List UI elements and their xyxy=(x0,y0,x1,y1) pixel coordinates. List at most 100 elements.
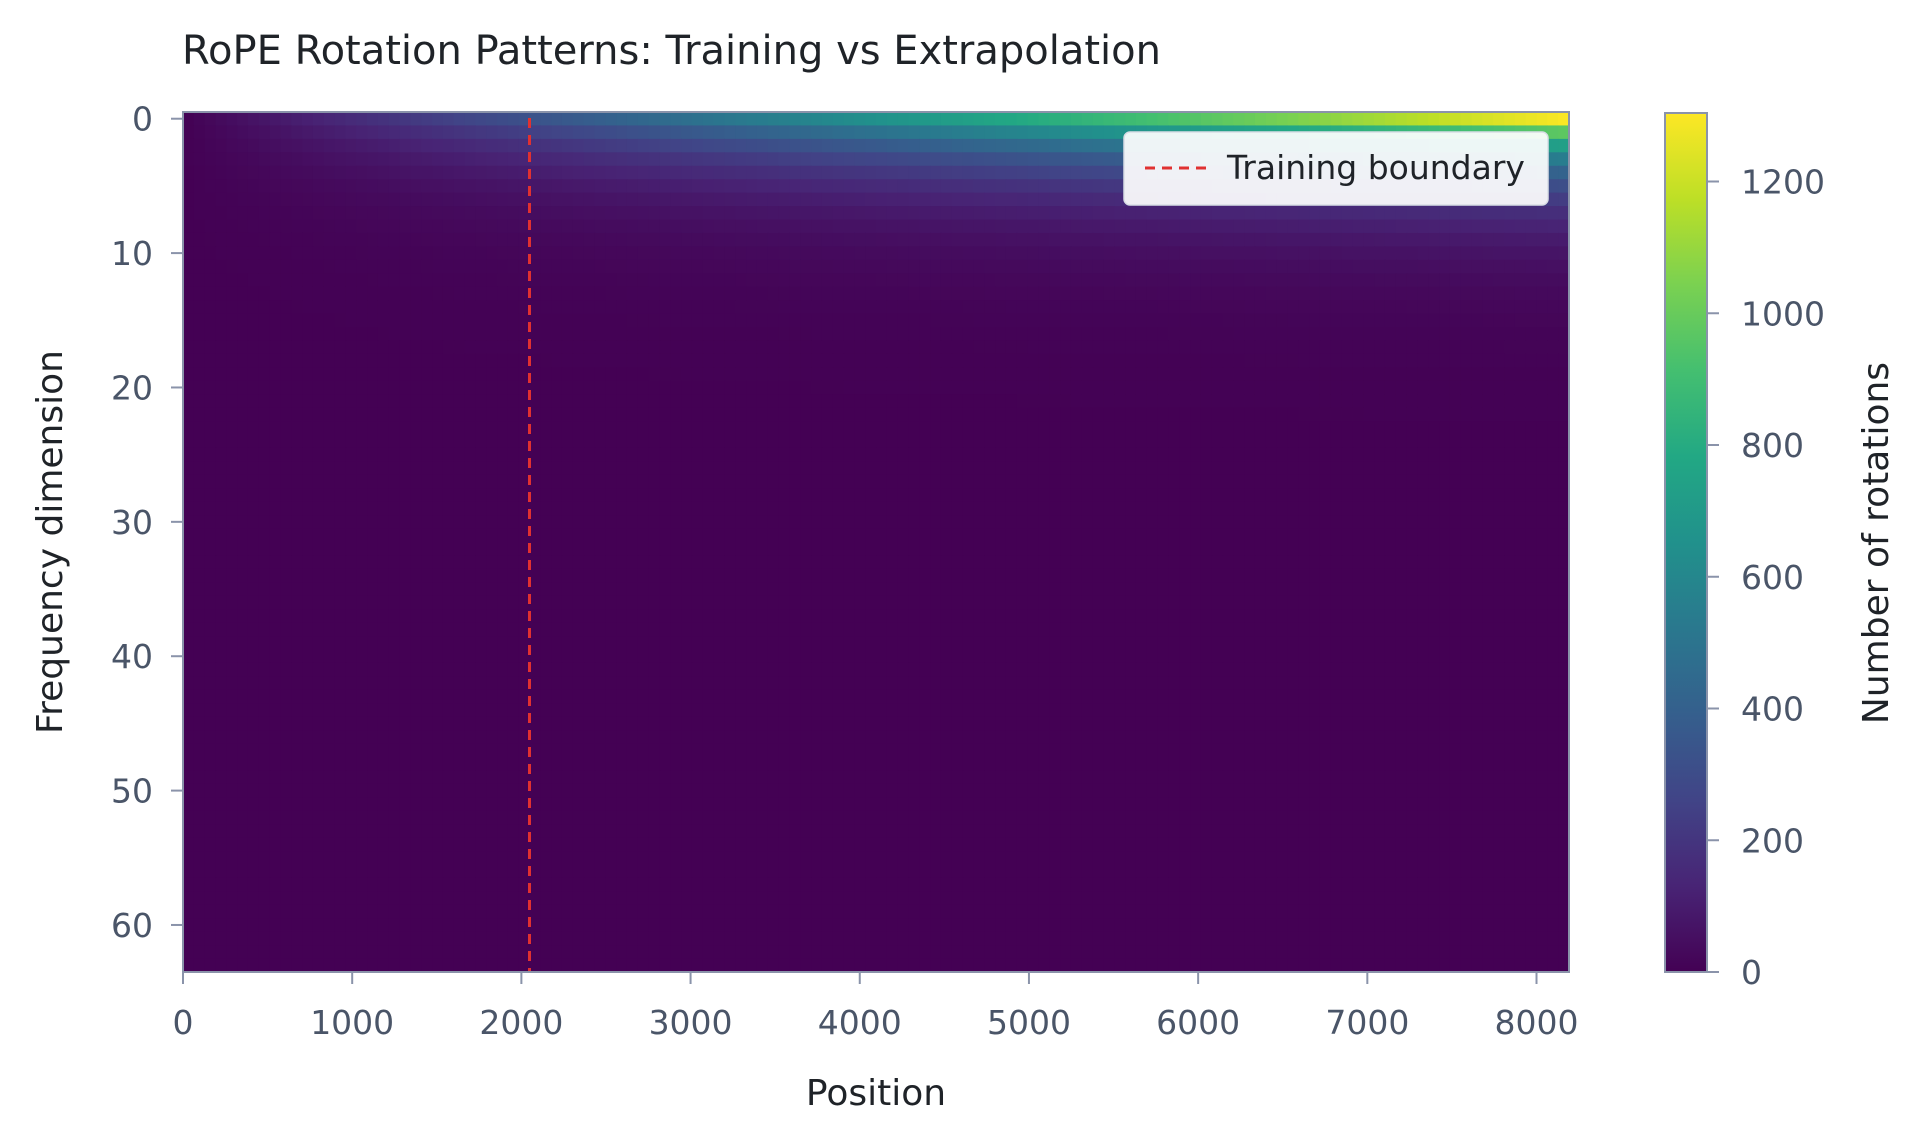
heatmap-cell xyxy=(1493,353,1505,368)
heatmap-cell xyxy=(702,273,715,288)
heatmap-cell xyxy=(1352,340,1364,355)
heatmap-cell xyxy=(1363,394,1375,409)
heatmap-cell xyxy=(334,286,347,301)
heatmap-cell xyxy=(1200,327,1213,342)
heatmap-cell xyxy=(410,246,422,261)
heatmap-cell xyxy=(237,528,249,543)
heatmap-cell xyxy=(886,488,899,503)
heatmap-cell xyxy=(1125,380,1137,395)
heatmap-cell xyxy=(1038,394,1050,409)
heatmap-cell xyxy=(659,327,671,342)
heatmap-cell xyxy=(464,246,476,261)
heatmap-cell xyxy=(334,232,347,247)
heatmap-cell xyxy=(215,327,227,342)
heatmap-cell xyxy=(995,461,1007,476)
heatmap-cell xyxy=(1038,179,1050,194)
heatmap-cell xyxy=(876,595,888,610)
heatmap-cell xyxy=(659,407,671,422)
heatmap-cell xyxy=(843,555,855,570)
heatmap-cell xyxy=(1103,273,1115,288)
heatmap-cell xyxy=(1460,407,1473,422)
heatmap-cell xyxy=(323,273,336,288)
heatmap-cell xyxy=(1070,300,1083,315)
heatmap-cell xyxy=(561,515,574,530)
heatmap-cell xyxy=(204,367,217,382)
heatmap-cell xyxy=(605,179,617,194)
heatmap-cell xyxy=(735,367,747,382)
heatmap-cell xyxy=(897,313,910,328)
heatmap-cell xyxy=(497,192,509,207)
heatmap-cell xyxy=(1330,313,1343,328)
heatmap-cell xyxy=(832,488,845,503)
heatmap-cell xyxy=(1536,609,1548,624)
heatmap-cell xyxy=(540,206,552,221)
heatmap-cell xyxy=(1211,447,1224,462)
heatmap-cell xyxy=(1005,206,1018,221)
heatmap-cell xyxy=(670,313,682,328)
heatmap-cell xyxy=(789,394,801,409)
heatmap-cell xyxy=(626,219,639,234)
heatmap-cell xyxy=(1504,367,1516,382)
heatmap-cell xyxy=(1125,300,1137,315)
heatmap-cell xyxy=(702,622,715,637)
heatmap-cell xyxy=(1384,407,1397,422)
heatmap-cell xyxy=(399,394,411,409)
heatmap-cell xyxy=(1363,434,1375,449)
heatmap-cell xyxy=(1363,232,1375,247)
heatmap-cell xyxy=(1384,421,1397,436)
heatmap-cell xyxy=(1547,273,1559,288)
heatmap-cell xyxy=(605,528,617,543)
heatmap-cell xyxy=(919,528,931,543)
heatmap-cell xyxy=(421,259,433,274)
heatmap-cell xyxy=(183,259,195,274)
heatmap-cell xyxy=(681,340,693,355)
heatmap-cell xyxy=(323,367,336,382)
heatmap-cell xyxy=(1352,407,1364,422)
heatmap-cell xyxy=(1179,219,1191,234)
heatmap-cell xyxy=(1125,327,1137,342)
heatmap-cell xyxy=(897,407,910,422)
heatmap-cell xyxy=(507,367,520,382)
heatmap-cell xyxy=(1092,595,1104,610)
heatmap-cell xyxy=(1514,609,1527,624)
heatmap-cell xyxy=(540,125,552,140)
heatmap-cell xyxy=(291,595,303,610)
heatmap-cell xyxy=(995,125,1007,140)
heatmap-cell xyxy=(681,528,693,543)
heatmap-cell xyxy=(1027,528,1040,543)
heatmap-cell xyxy=(377,542,390,557)
heatmap-cell xyxy=(594,232,606,247)
heatmap-cell xyxy=(529,461,541,476)
heatmap-cell xyxy=(1103,313,1115,328)
heatmap-cell xyxy=(1428,515,1440,530)
heatmap-cell xyxy=(540,300,552,315)
heatmap-cell xyxy=(388,340,401,355)
heatmap-cell xyxy=(1254,488,1267,503)
heatmap-cell xyxy=(865,313,877,328)
heatmap-cell xyxy=(377,313,390,328)
heatmap-cell xyxy=(356,542,368,557)
heatmap-cell xyxy=(670,609,682,624)
heatmap-cell xyxy=(821,179,834,194)
heatmap-cell xyxy=(518,340,531,355)
heatmap-cell xyxy=(367,380,379,395)
heatmap-cell xyxy=(605,219,617,234)
heatmap-cell xyxy=(691,313,704,328)
heatmap-cell xyxy=(572,125,585,140)
heatmap-cell xyxy=(756,474,769,489)
heatmap-cell xyxy=(778,138,790,153)
heatmap-cell xyxy=(453,461,466,476)
heatmap-cell xyxy=(1471,286,1483,301)
heatmap-cell xyxy=(865,501,877,516)
heatmap-cell xyxy=(1276,206,1289,221)
heatmap-cell xyxy=(183,568,195,583)
heatmap-cell xyxy=(1005,394,1018,409)
heatmap-cell xyxy=(1319,434,1332,449)
heatmap-cell xyxy=(1276,488,1289,503)
heatmap-cell xyxy=(399,555,411,570)
heatmap-cell xyxy=(367,165,379,180)
heatmap-cell xyxy=(258,488,271,503)
heatmap-cell xyxy=(962,259,975,274)
heatmap-cell xyxy=(811,501,823,516)
heatmap-cell xyxy=(529,327,541,342)
